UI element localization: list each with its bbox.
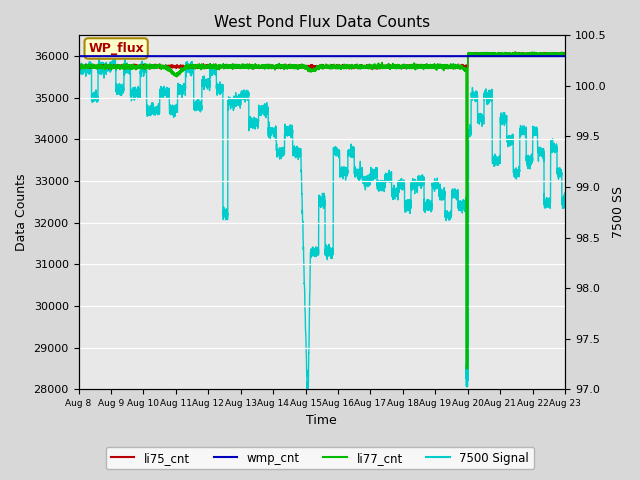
Text: WP_flux: WP_flux: [88, 42, 144, 55]
Y-axis label: Data Counts: Data Counts: [15, 174, 28, 251]
X-axis label: Time: Time: [307, 414, 337, 427]
Title: West Pond Flux Data Counts: West Pond Flux Data Counts: [214, 15, 430, 30]
Y-axis label: 7500 SS: 7500 SS: [612, 186, 625, 239]
Legend: li75_cnt, wmp_cnt, li77_cnt, 7500 Signal: li75_cnt, wmp_cnt, li77_cnt, 7500 Signal: [106, 447, 534, 469]
